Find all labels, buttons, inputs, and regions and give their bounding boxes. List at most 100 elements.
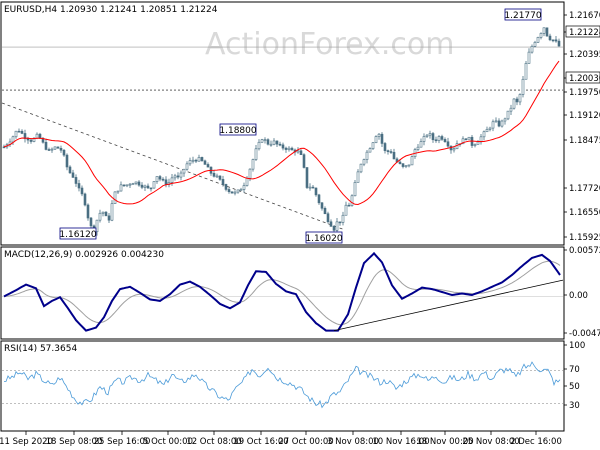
candle (428, 130, 432, 139)
candle (266, 138, 270, 146)
candle (227, 187, 231, 194)
candle (392, 148, 396, 160)
candle (287, 146, 291, 152)
x-tick-label: 3 Nov 08:00 (327, 437, 379, 447)
candle (383, 142, 387, 154)
candle (317, 193, 321, 205)
candle (74, 174, 78, 187)
macd-title: MACD(12,26,9) 0.002926 0.004230 (4, 250, 164, 260)
candle (542, 27, 546, 37)
candle (356, 169, 360, 183)
candle (500, 119, 504, 128)
candle (446, 137, 450, 149)
candle (533, 40, 537, 48)
candle (263, 137, 267, 144)
candle (548, 33, 552, 42)
candle (122, 184, 126, 187)
candle (527, 48, 531, 64)
macd-tick: 0.005725 (569, 246, 600, 256)
candle (299, 149, 303, 156)
candle (290, 146, 294, 151)
candle (422, 133, 426, 146)
candle (179, 170, 183, 181)
x-tick-label: 25 Sep 16:00 (94, 437, 151, 447)
svg-text:1.18800: 1.18800 (219, 126, 256, 136)
rsi-line (4, 361, 561, 409)
candle (176, 172, 180, 180)
candle (221, 175, 225, 187)
candle (512, 98, 516, 110)
x-tick-label: 11 Sep 2020 (0, 437, 53, 447)
candle (185, 161, 189, 171)
candle (119, 181, 123, 192)
rsi-tick: 100 (569, 341, 585, 351)
candle (524, 60, 528, 80)
candle (557, 38, 561, 47)
candle (104, 211, 108, 217)
candle (152, 181, 156, 189)
candle (359, 163, 363, 174)
candle (86, 203, 90, 221)
candle (29, 138, 33, 144)
candle (257, 139, 261, 151)
candle (386, 149, 390, 155)
price-tick: 1.20030 (569, 74, 600, 84)
price-tick: 1.21670 (569, 11, 600, 21)
candle (338, 221, 342, 226)
price-annotation: 1.16120 (59, 227, 97, 240)
candle (101, 211, 105, 217)
rsi-tick: 50 (569, 382, 580, 392)
x-tick-label: 19 Oct 16:00 (233, 437, 288, 447)
candle (278, 141, 282, 147)
candle (401, 163, 405, 169)
candle (419, 138, 423, 148)
candle (371, 142, 375, 150)
candle (146, 183, 150, 189)
price-tick: 1.19750 (569, 88, 600, 98)
candle (488, 126, 492, 132)
candle (485, 126, 489, 133)
candle (536, 36, 540, 43)
candle (23, 129, 27, 143)
price-panel (0, 1, 565, 246)
candle (302, 153, 306, 169)
price-layer: 1.21770 1.18800 1.16120 1.16020 (1, 8, 563, 244)
price-tick: 1.19120 (569, 111, 600, 121)
candle (509, 104, 513, 116)
candle (188, 157, 192, 166)
candle (410, 155, 414, 166)
candle (14, 130, 18, 139)
candle (59, 145, 63, 153)
candle (365, 150, 369, 164)
candle (296, 147, 300, 154)
candle (206, 162, 210, 168)
candle (62, 148, 66, 157)
rsi-tick: 30 (569, 401, 580, 411)
candle (389, 149, 393, 154)
candle (50, 147, 54, 153)
candle (47, 147, 51, 151)
candle (230, 191, 234, 194)
candle (353, 180, 357, 197)
x-tick-label: 18 Nov 00:00 (416, 437, 473, 447)
moving-average-line (3, 60, 560, 206)
candle (17, 128, 21, 133)
price-tick: 1.15925 (569, 233, 600, 243)
candle (305, 167, 309, 189)
candle (251, 158, 255, 172)
candle (134, 181, 138, 186)
macd-panel (0, 246, 565, 340)
rsi-tick-zero: 0 (569, 442, 570, 444)
svg-text:1.16120: 1.16120 (59, 230, 96, 240)
candle (497, 118, 501, 128)
candle (482, 130, 486, 141)
candle (113, 191, 117, 204)
candle (89, 216, 93, 230)
svg-text:1.21770: 1.21770 (504, 11, 541, 21)
price-annotation: 1.21770 (504, 8, 542, 21)
candle (341, 211, 345, 226)
candle (20, 129, 24, 135)
candle (554, 36, 558, 43)
candle (308, 183, 312, 191)
